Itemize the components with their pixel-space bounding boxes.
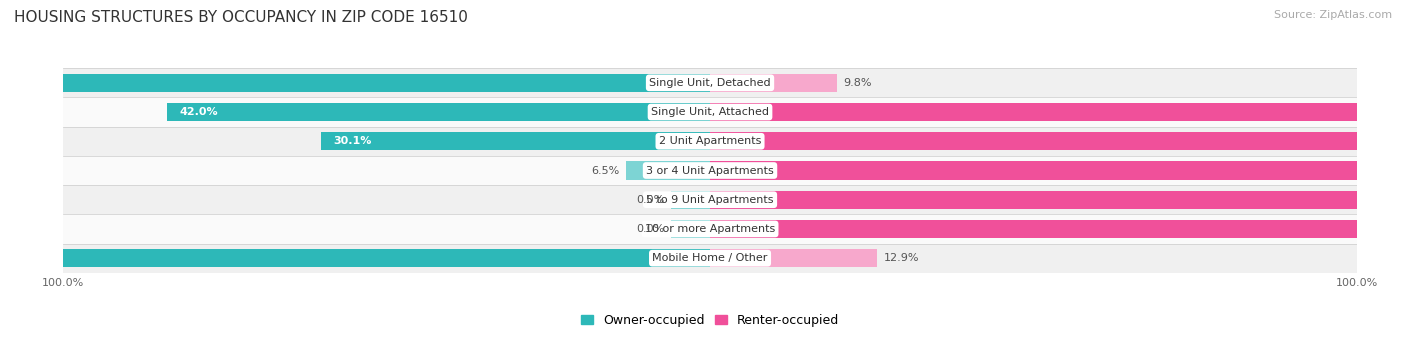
Text: Single Unit, Detached: Single Unit, Detached: [650, 78, 770, 88]
Text: 6.5%: 6.5%: [592, 165, 620, 176]
Bar: [710, 249, 877, 267]
Bar: [63, 214, 1357, 243]
Bar: [710, 132, 1406, 150]
Bar: [63, 127, 1357, 156]
Bar: [0, 74, 710, 92]
Text: 3 or 4 Unit Apartments: 3 or 4 Unit Apartments: [647, 165, 773, 176]
Bar: [167, 103, 710, 121]
Text: 42.0%: 42.0%: [180, 107, 218, 117]
Text: 9.8%: 9.8%: [844, 78, 872, 88]
Text: 2 Unit Apartments: 2 Unit Apartments: [659, 136, 761, 146]
Text: 30.1%: 30.1%: [333, 136, 373, 146]
Bar: [671, 220, 710, 238]
Bar: [63, 185, 1357, 214]
Bar: [63, 243, 1357, 273]
Text: 5 to 9 Unit Apartments: 5 to 9 Unit Apartments: [647, 195, 773, 205]
Bar: [710, 103, 1406, 121]
Bar: [710, 74, 837, 92]
Text: 0.0%: 0.0%: [637, 195, 665, 205]
Bar: [710, 220, 1406, 238]
Bar: [63, 156, 1357, 185]
Text: Single Unit, Attached: Single Unit, Attached: [651, 107, 769, 117]
Text: 0.0%: 0.0%: [637, 224, 665, 234]
Bar: [0, 249, 710, 267]
Bar: [671, 191, 710, 209]
Text: Mobile Home / Other: Mobile Home / Other: [652, 253, 768, 263]
Bar: [63, 68, 1357, 98]
Bar: [626, 161, 710, 180]
Text: 10 or more Apartments: 10 or more Apartments: [645, 224, 775, 234]
Legend: Owner-occupied, Renter-occupied: Owner-occupied, Renter-occupied: [575, 309, 845, 332]
Bar: [710, 161, 1406, 180]
Text: Source: ZipAtlas.com: Source: ZipAtlas.com: [1274, 10, 1392, 20]
Bar: [63, 98, 1357, 127]
Bar: [710, 191, 1406, 209]
Text: HOUSING STRUCTURES BY OCCUPANCY IN ZIP CODE 16510: HOUSING STRUCTURES BY OCCUPANCY IN ZIP C…: [14, 10, 468, 25]
Text: 12.9%: 12.9%: [883, 253, 920, 263]
Bar: [321, 132, 710, 150]
